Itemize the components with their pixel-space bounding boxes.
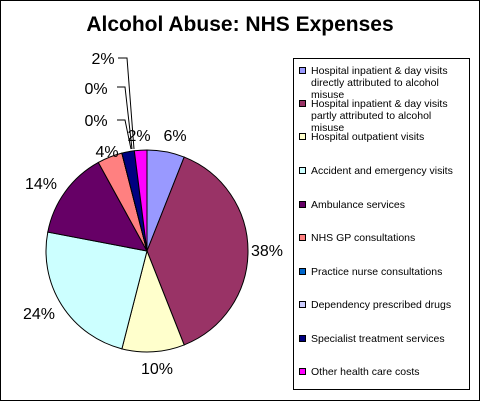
slice-percent-label: 4% [95, 144, 118, 161]
legend-item: Hospital inpatient & day visits partly a… [299, 98, 467, 134]
legend-item: Practice nurse consultations [299, 266, 467, 278]
legend-swatch [299, 368, 306, 375]
slice-percent-label: 14% [25, 176, 57, 193]
chart-title: Alcohol Abuse: NHS Expenses [86, 13, 394, 36]
legend-item: Hospital inpatient & day visits directly… [299, 65, 467, 101]
slice-percent-label: 0% [84, 81, 107, 98]
legend-label: Practice nurse consultations [311, 266, 443, 278]
legend-swatch [299, 234, 306, 241]
legend-label: Hospital inpatient & day visits partly a… [311, 98, 448, 134]
pie-slice [133, 149, 148, 252]
slice-percent-label: 38% [251, 243, 283, 260]
pie-slice [47, 161, 148, 252]
legend: Hospital inpatient & day visits directly… [293, 58, 470, 390]
pie-slice [45, 231, 148, 350]
legend-item: NHS GP consultations [299, 232, 467, 244]
legend-label: Dependency prescribed drugs [311, 299, 452, 311]
leader-line [117, 119, 132, 150]
legend-label: Ambulance services [311, 199, 405, 211]
legend-label: Accident and emergency visits [311, 165, 453, 177]
slice-percent-label: 10% [141, 361, 173, 378]
legend-item: Specialist treatment services [299, 333, 467, 345]
legend-label: Hospital outpatient visits [311, 131, 425, 143]
legend-item: Hospital outpatient visits [299, 131, 467, 143]
pie-slice [146, 156, 249, 346]
legend-item: Dependency prescribed drugs [299, 299, 467, 311]
slice-percent-label: 2% [127, 128, 150, 145]
legend-swatch [299, 100, 306, 107]
leader-line [117, 86, 133, 150]
legend-swatch [299, 335, 306, 342]
legend-swatch [299, 133, 306, 140]
legend-label: Specialist treatment services [311, 333, 445, 345]
slice-percent-label: 2% [91, 51, 114, 68]
slice-percent-label: 0% [84, 113, 107, 130]
legend-swatch [299, 167, 306, 174]
leader-line [118, 57, 135, 150]
legend-item: Accident and emergency visits [299, 165, 467, 177]
legend-swatch [299, 268, 306, 275]
legend-item: Ambulance services [299, 199, 467, 211]
slice-percent-label: 24% [23, 306, 55, 323]
legend-swatch [299, 67, 306, 74]
legend-label: Hospital inpatient & day visits directly… [311, 65, 448, 101]
legend-swatch [299, 201, 306, 208]
legend-swatch [299, 301, 306, 308]
legend-item: Other health care costs [299, 366, 467, 378]
legend-label: NHS GP consultations [311, 232, 416, 244]
slice-percent-label: 6% [163, 128, 186, 145]
legend-label: Other health care costs [311, 366, 420, 378]
